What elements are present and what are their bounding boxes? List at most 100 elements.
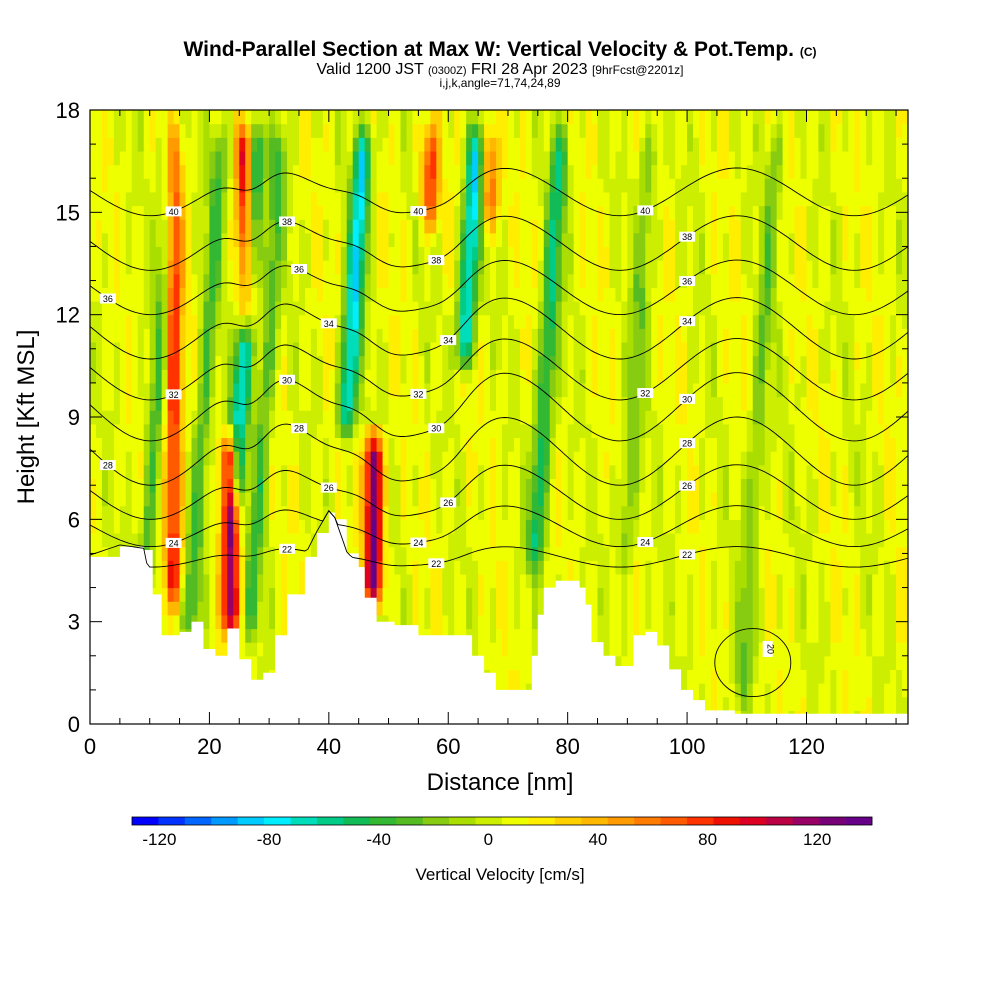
velocity-cell [376, 423, 384, 439]
velocity-cell [669, 505, 676, 520]
velocity-cell [490, 110, 497, 125]
velocity-cell [161, 191, 169, 207]
velocity-cell [454, 205, 461, 220]
velocity-cell [681, 573, 688, 589]
velocity-cell [275, 110, 282, 125]
velocity-cell [531, 260, 539, 275]
velocity-cell [728, 492, 736, 507]
velocity-cell [113, 341, 121, 357]
velocity-cell [233, 205, 240, 220]
velocity-cell [382, 505, 390, 520]
velocity-cell [430, 205, 437, 220]
velocity-cell [448, 382, 455, 398]
velocity-cell [221, 546, 228, 561]
velocity-cell [472, 478, 479, 493]
velocity-cell [621, 628, 628, 643]
velocity-cell [472, 369, 479, 384]
velocity-cell [669, 246, 676, 261]
velocity-cell [681, 137, 688, 152]
velocity-cell [699, 246, 706, 261]
velocity-cell [579, 219, 587, 234]
velocity-cell [191, 328, 199, 343]
velocity-cell [740, 587, 748, 602]
velocity-cell [603, 546, 611, 561]
velocity-cell [513, 219, 521, 234]
velocity-cell [633, 137, 640, 152]
velocity-cell [251, 328, 258, 343]
velocity-cell [699, 519, 706, 534]
velocity-cell [609, 396, 617, 411]
velocity-cell [537, 573, 545, 589]
velocity-cell [710, 178, 718, 193]
velocity-cell [627, 601, 634, 616]
velocity-cell [418, 492, 425, 507]
velocity-cell [507, 492, 515, 507]
velocity-cell [400, 505, 408, 520]
velocity-cell [645, 573, 652, 589]
velocity-cell [316, 492, 324, 507]
velocity-cell [704, 478, 712, 493]
velocity-cell [639, 492, 646, 507]
velocity-cell [693, 328, 700, 343]
velocity-cell [179, 587, 187, 602]
velocity-cell [436, 341, 443, 357]
velocity-cell [740, 519, 748, 534]
velocity-cell [394, 341, 402, 357]
velocity-cell [119, 205, 127, 220]
velocity-cell [693, 464, 700, 479]
velocity-cell [513, 178, 521, 193]
velocity-cell [245, 123, 252, 138]
velocity-cell [161, 178, 169, 193]
velocity-cell [131, 164, 139, 179]
velocity-cell [740, 273, 748, 288]
velocity-cell [107, 505, 115, 520]
velocity-cell [549, 451, 557, 466]
velocity-cell [298, 546, 306, 561]
velocity-cell [400, 560, 408, 575]
velocity-cell [125, 178, 133, 193]
velocity-cell [704, 410, 712, 425]
velocity-cell [406, 478, 414, 493]
velocity-cell [161, 287, 169, 302]
velocity-cell [209, 492, 216, 507]
velocity-cell [215, 150, 222, 166]
velocity-cell [221, 150, 228, 166]
velocity-cell [149, 451, 157, 466]
velocity-cell [722, 164, 730, 179]
velocity-cell [167, 314, 175, 329]
velocity-cell [490, 451, 497, 466]
velocity-cell [669, 219, 676, 234]
velocity-cell [358, 123, 366, 138]
velocity-cell [657, 232, 664, 248]
velocity-cell [113, 178, 121, 193]
velocity-cell [400, 614, 408, 630]
velocity-cell [531, 191, 539, 207]
velocity-cell [155, 478, 163, 493]
velocity-cell [173, 328, 181, 343]
velocity-cell [137, 328, 145, 343]
velocity-cell [191, 369, 199, 384]
velocity-cell [675, 546, 682, 561]
velocity-cell [95, 505, 103, 520]
velocity-cell [394, 232, 402, 248]
velocity-cell [472, 519, 479, 534]
velocity-cell [251, 451, 258, 466]
velocity-cell [334, 341, 342, 357]
velocity-cell [191, 560, 199, 575]
velocity-cell [316, 232, 324, 248]
velocity-cell [269, 382, 276, 398]
velocity-cell [418, 437, 425, 452]
velocity-cell [639, 273, 646, 288]
velocity-cell [346, 232, 354, 248]
velocity-cell [346, 205, 354, 220]
velocity-cell [573, 396, 581, 411]
velocity-cell [107, 314, 115, 329]
velocity-cell [490, 164, 497, 179]
velocity-cell [513, 601, 521, 616]
velocity-cell [328, 301, 336, 316]
velocity-cell [209, 314, 216, 329]
velocity-cell [621, 601, 628, 616]
velocity-cell [412, 396, 419, 411]
velocity-cell [567, 191, 575, 207]
velocity-cell [621, 396, 628, 411]
